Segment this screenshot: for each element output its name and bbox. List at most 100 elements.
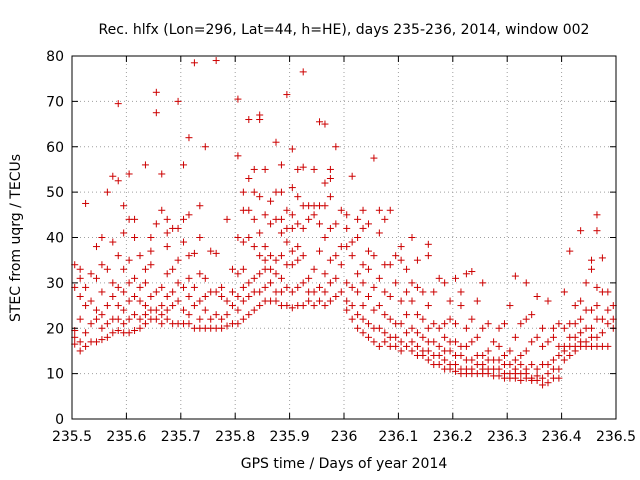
data-point: [158, 206, 166, 214]
data-point: [354, 311, 362, 319]
data-point: [245, 292, 253, 300]
x-tick-label: 236.1: [378, 429, 418, 445]
data-point: [92, 306, 100, 314]
data-point: [277, 274, 285, 282]
data-point: [397, 243, 405, 251]
data-point: [288, 211, 296, 219]
data-point: [588, 265, 596, 273]
data-point: [299, 252, 307, 260]
data-point: [598, 315, 606, 323]
data-point: [239, 188, 247, 196]
data-point: [348, 302, 356, 310]
data-point: [103, 188, 111, 196]
data-point: [256, 302, 264, 310]
data-point: [506, 302, 514, 310]
data-point: [511, 272, 519, 280]
data-point: [473, 333, 481, 341]
data-point: [424, 240, 432, 248]
data-point: [98, 311, 106, 319]
data-point: [326, 297, 334, 305]
data-point: [598, 329, 606, 337]
data-point: [321, 202, 329, 210]
data-point: [517, 376, 525, 384]
data-point: [131, 327, 139, 335]
data-point: [174, 256, 182, 264]
data-point: [169, 288, 177, 296]
data-point: [359, 315, 367, 323]
data-point: [267, 220, 275, 228]
data-point: [375, 274, 383, 282]
data-point: [180, 306, 188, 314]
data-point: [403, 288, 411, 296]
x-tick-label: 235.5: [52, 429, 92, 445]
data-point: [506, 361, 514, 369]
data-point: [435, 361, 443, 369]
data-point: [163, 292, 171, 300]
data-point: [120, 265, 128, 273]
data-point: [283, 91, 291, 99]
data-point: [245, 311, 253, 319]
data-point: [522, 315, 530, 323]
data-point: [348, 172, 356, 180]
data-point: [370, 306, 378, 314]
data-point: [560, 288, 568, 296]
data-point: [354, 288, 362, 296]
data-point: [419, 315, 427, 323]
data-point: [261, 165, 269, 173]
data-point: [201, 306, 209, 314]
data-point: [109, 292, 117, 300]
data-point: [277, 252, 285, 260]
data-point: [408, 234, 416, 241]
data-point: [522, 365, 530, 373]
data-point: [169, 265, 177, 273]
data-point: [294, 220, 302, 228]
data-point: [310, 288, 318, 296]
data-point: [392, 333, 400, 341]
data-point: [234, 270, 242, 278]
data-point: [441, 356, 449, 364]
y-tick-label: 10: [46, 367, 64, 383]
data-point: [343, 243, 351, 251]
data-point: [321, 234, 329, 241]
data-point: [452, 361, 460, 369]
data-point: [218, 292, 226, 300]
data-point: [555, 365, 563, 373]
data-point: [555, 374, 563, 382]
data-point: [397, 256, 405, 264]
data-point: [326, 193, 334, 201]
data-point: [473, 297, 481, 305]
data-point: [452, 367, 460, 375]
data-point: [539, 374, 547, 382]
data-point: [256, 111, 264, 119]
data-point: [288, 145, 296, 153]
data-point: [544, 370, 552, 378]
data-point: [239, 238, 247, 246]
data-point: [321, 270, 329, 278]
data-point: [424, 347, 432, 355]
data-point: [294, 193, 302, 201]
data-point: [250, 306, 258, 314]
data-point: [234, 292, 242, 300]
data-point: [577, 297, 585, 305]
data-point: [430, 338, 438, 346]
y-tick-labels: 0 10 20 30 40 50 60 70 80: [46, 49, 64, 428]
data-point: [294, 165, 302, 173]
data-point: [267, 197, 275, 205]
data-point: [109, 279, 117, 287]
data-point: [348, 252, 356, 260]
data-point: [326, 175, 334, 183]
data-point: [424, 252, 432, 260]
data-point: [435, 324, 443, 332]
data-point: [359, 224, 367, 232]
data-point: [109, 172, 117, 180]
data-point: [103, 333, 111, 341]
data-point: [560, 324, 568, 332]
data-point: [180, 161, 188, 169]
data-point: [163, 215, 171, 223]
data-point: [424, 356, 432, 364]
data-point: [354, 215, 362, 223]
data-point: [337, 261, 345, 269]
data-point: [593, 211, 601, 219]
data-point: [359, 329, 367, 337]
data-point: [495, 365, 503, 373]
